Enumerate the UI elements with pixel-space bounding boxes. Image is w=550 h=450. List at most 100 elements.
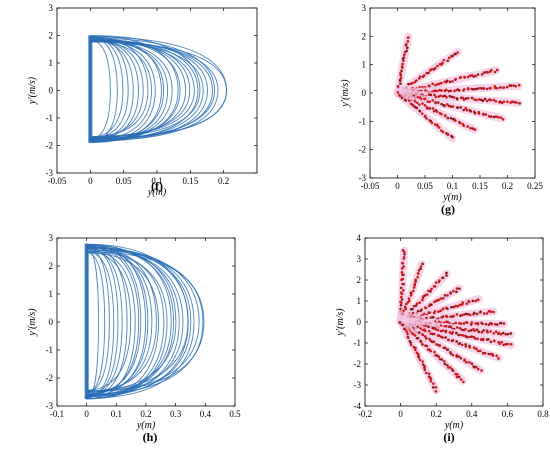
data-point: [414, 304, 418, 308]
data-point: [444, 114, 447, 118]
orbit-band-f: [88, 35, 93, 143]
data-point: [492, 115, 496, 119]
orbit-f: [89, 40, 195, 138]
data-point: [439, 94, 442, 98]
ray-points-g-7: [396, 91, 454, 139]
orbit-h: [86, 249, 204, 395]
y-axis-label: y'(m/s): [27, 308, 38, 337]
x-axis-label: y(m): [136, 420, 156, 431]
x-tick-label: 0.1: [447, 181, 458, 191]
x-tick-label: 0.4: [200, 409, 212, 419]
data-point: [449, 315, 453, 318]
y-tick-label: -3: [46, 168, 54, 178]
data-point: [430, 340, 434, 344]
data-point: [409, 341, 413, 344]
y-tick-label: 3: [49, 233, 54, 243]
orbit-h: [86, 249, 136, 400]
data-point: [400, 267, 404, 270]
data-point: [396, 91, 400, 94]
data-point: [482, 329, 485, 332]
data-point: [449, 352, 453, 355]
data-point: [445, 271, 448, 275]
data-point: [451, 353, 455, 357]
data-point: [405, 49, 408, 53]
y-tick-label: 0: [357, 317, 362, 327]
data-point: [482, 113, 485, 116]
panel-label: (h): [143, 430, 158, 444]
data-point: [501, 331, 505, 335]
data-point: [403, 305, 407, 309]
data-point: [455, 372, 459, 376]
data-point: [414, 278, 417, 282]
orbit-f: [89, 36, 118, 143]
data-point: [464, 343, 467, 346]
data-point: [454, 77, 458, 81]
data-point: [412, 286, 416, 289]
data-point: [434, 327, 438, 331]
data-point: [414, 346, 417, 350]
data-point: [409, 294, 413, 297]
data-point: [405, 330, 409, 334]
data-point: [480, 87, 484, 90]
orbit-h: [86, 246, 195, 399]
data-point: [455, 313, 459, 316]
y-tick-label: 0: [362, 88, 367, 98]
x-tick-label: 0.1: [151, 176, 162, 186]
y-tick-label: 3: [49, 3, 54, 13]
data-point: [400, 298, 404, 301]
data-point: [458, 327, 462, 330]
data-point: [446, 133, 450, 136]
data-point: [477, 98, 481, 101]
data-point: [462, 380, 465, 384]
y-tick-label: 2: [362, 31, 367, 41]
orbit-f: [89, 35, 201, 138]
data-point: [447, 56, 451, 60]
data-point: [481, 322, 484, 326]
data-point: [455, 340, 458, 343]
data-point: [485, 99, 489, 103]
data-point: [489, 340, 493, 344]
data-point: [407, 297, 411, 300]
data-point: [419, 267, 422, 271]
y-tick-label: 2: [49, 261, 54, 271]
data-point: [487, 338, 490, 341]
data-point: [476, 323, 480, 326]
data-point: [443, 104, 446, 108]
y-tick-label: 0: [49, 86, 54, 96]
data-point: [429, 380, 433, 383]
data-point: [475, 347, 478, 351]
data-point: [455, 355, 459, 358]
data-point: [432, 340, 436, 344]
data-point: [470, 321, 474, 324]
data-point: [502, 86, 506, 89]
y-tick-label: -3: [354, 380, 362, 390]
y-tick-label: 2: [357, 275, 362, 285]
orbit-h: [86, 252, 106, 394]
y-tick-label: 1: [362, 60, 367, 70]
data-point: [436, 101, 440, 104]
data-point: [481, 337, 485, 341]
y-axis-label: y'(m/s): [340, 79, 351, 108]
data-point: [474, 74, 477, 78]
data-point: [469, 126, 472, 130]
plot-area-g: [393, 32, 523, 143]
data-point: [437, 310, 440, 313]
data-point: [435, 89, 439, 93]
data-point: [454, 321, 458, 325]
data-point: [454, 119, 457, 122]
data-point: [426, 107, 429, 110]
y-tick-label: -1: [359, 116, 367, 126]
data-point: [474, 365, 478, 369]
data-point: [423, 366, 426, 370]
x-tick-label: 0.3: [170, 409, 182, 419]
data-point: [423, 329, 427, 333]
y-tick-label: -2: [359, 145, 367, 155]
data-point: [476, 367, 480, 371]
data-point: [445, 315, 449, 319]
data-point: [446, 348, 450, 351]
data-point: [448, 331, 452, 334]
data-point: [434, 95, 438, 99]
y-tick-label: -4: [354, 401, 362, 411]
data-point: [416, 271, 420, 275]
